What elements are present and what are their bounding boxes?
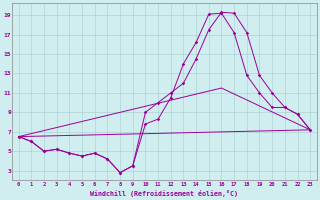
X-axis label: Windchill (Refroidissement éolien,°C): Windchill (Refroidissement éolien,°C) (91, 190, 238, 197)
